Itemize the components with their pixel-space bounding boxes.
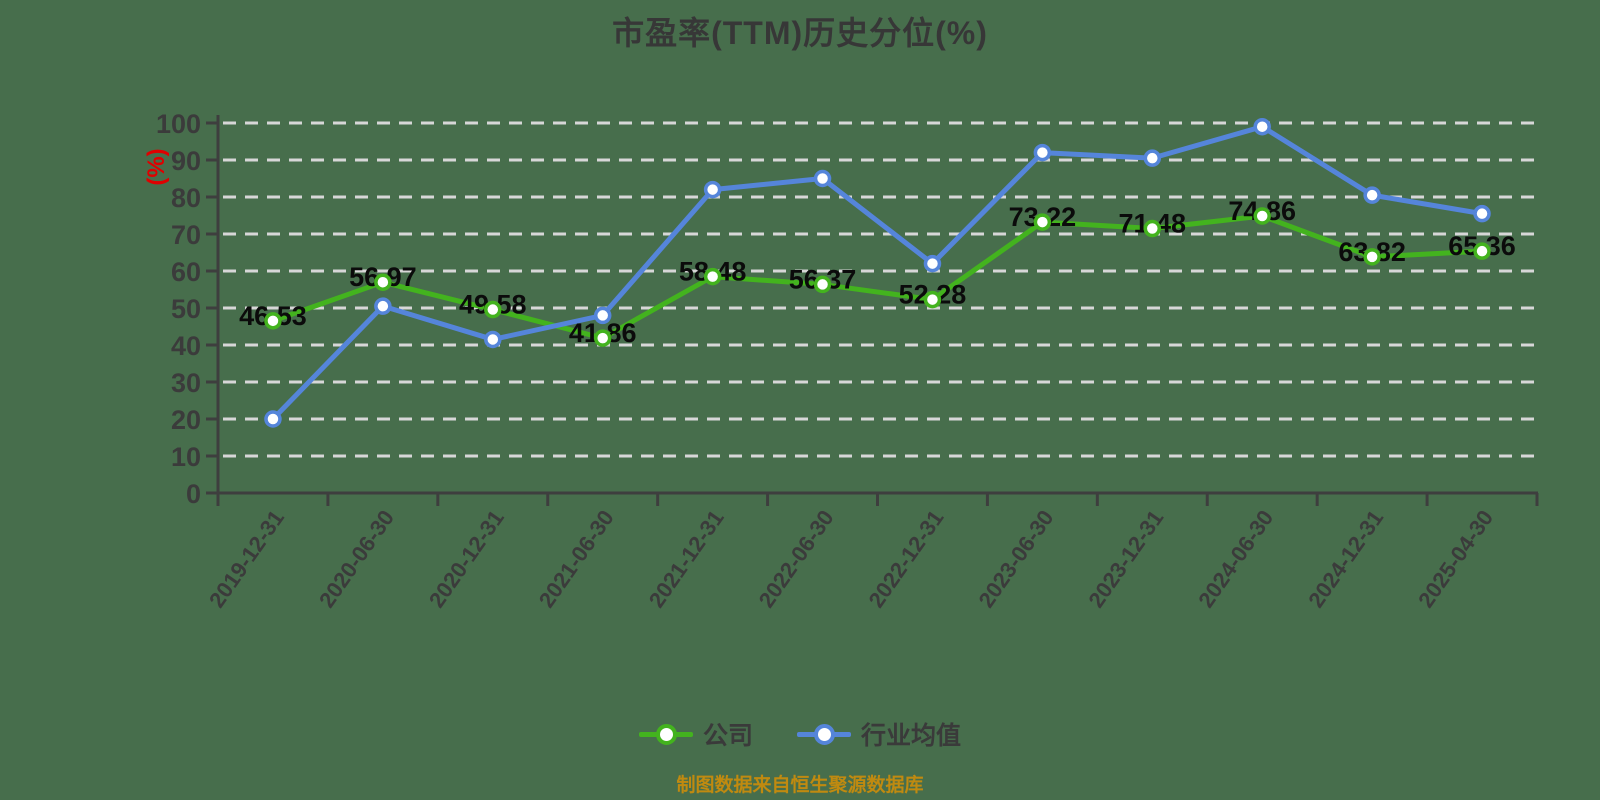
y-tick-label: 30 bbox=[171, 368, 201, 398]
data-point-marker[interactable] bbox=[593, 329, 612, 347]
data-point-marker[interactable] bbox=[1363, 186, 1381, 204]
x-tick-label: 2024-12-31 bbox=[1303, 506, 1388, 613]
legend-label-industry-average: 行业均值 bbox=[861, 722, 962, 750]
x-tick-label: 2020-12-31 bbox=[424, 506, 509, 613]
legend-label-company: 公司 bbox=[702, 722, 753, 750]
series-line-公司[interactable] bbox=[270, 213, 1485, 341]
data-point-marker[interactable] bbox=[923, 290, 942, 309]
data-point-marker[interactable] bbox=[1473, 242, 1491, 260]
data-point-marker[interactable] bbox=[264, 312, 282, 330]
y-tick-label: 20 bbox=[171, 405, 201, 435]
data-point-marker[interactable] bbox=[264, 410, 282, 428]
data-point-marker[interactable] bbox=[484, 330, 502, 349]
data-point-marker[interactable] bbox=[1143, 219, 1162, 238]
legend: 公司 行业均值 bbox=[0, 716, 1600, 752]
y-tick-label: 70 bbox=[171, 220, 201, 250]
data-point-marker[interactable] bbox=[484, 300, 502, 319]
data-point-marker[interactable] bbox=[1033, 143, 1052, 162]
x-tick-label: 2022-06-30 bbox=[754, 506, 839, 613]
legend-circle-icon bbox=[655, 724, 677, 745]
x-tick-label: 2025-04-30 bbox=[1413, 506, 1498, 613]
data-point-marker[interactable] bbox=[703, 180, 722, 199]
data-source-note: 制图数据来自恒生聚源数据库 bbox=[676, 775, 924, 796]
industry-series-marker-icon bbox=[797, 723, 851, 745]
x-tick-label: 2022-12-31 bbox=[864, 506, 949, 613]
data-point-marker[interactable] bbox=[1473, 204, 1491, 223]
data-point-marker[interactable] bbox=[1363, 248, 1381, 266]
data-point-marker[interactable] bbox=[703, 267, 722, 286]
x-tick-label: 2021-06-30 bbox=[534, 506, 619, 613]
data-point-marker[interactable] bbox=[374, 273, 392, 291]
data-point-marker[interactable] bbox=[1033, 213, 1052, 231]
data-point-marker[interactable] bbox=[1253, 207, 1271, 225]
x-tick-label: 2021-12-31 bbox=[644, 506, 729, 613]
data-point-marker[interactable] bbox=[1143, 149, 1162, 167]
series-line-行业均值[interactable] bbox=[270, 124, 1485, 422]
y-tick-label: 50 bbox=[171, 294, 201, 324]
y-tick-label: 40 bbox=[171, 331, 201, 361]
y-tick-label: 10 bbox=[171, 442, 201, 472]
y-tick-label: 60 bbox=[171, 257, 201, 287]
legend-circle-icon bbox=[814, 724, 835, 745]
legend-item-industry-average[interactable]: 行业均值 bbox=[797, 716, 961, 752]
x-tick-label: 2023-12-31 bbox=[1083, 506, 1168, 613]
data-point-marker[interactable] bbox=[1253, 117, 1271, 136]
x-tick-label: 2020-06-30 bbox=[314, 506, 399, 613]
x-tick-label: 2019-12-31 bbox=[204, 506, 289, 613]
x-tick-label: 2023-06-30 bbox=[973, 506, 1058, 613]
legend-item-company[interactable]: 公司 bbox=[638, 716, 753, 752]
data-point-marker[interactable] bbox=[593, 306, 612, 325]
y-tick-label: 100 bbox=[156, 109, 201, 139]
y-tick-label: 0 bbox=[186, 479, 201, 509]
data-point-marker[interactable] bbox=[374, 297, 392, 315]
data-point-marker[interactable] bbox=[813, 275, 832, 294]
x-tick-label: 2024-06-30 bbox=[1193, 506, 1278, 613]
data-point-marker[interactable] bbox=[923, 254, 942, 273]
data-point-marker[interactable] bbox=[813, 169, 832, 188]
y-tick-label: 80 bbox=[171, 183, 201, 213]
chart-title: 市盈率(TTM)历史分位(%) bbox=[612, 15, 988, 51]
company-series-marker-icon bbox=[638, 723, 693, 745]
y-tick-label: 90 bbox=[171, 146, 201, 176]
